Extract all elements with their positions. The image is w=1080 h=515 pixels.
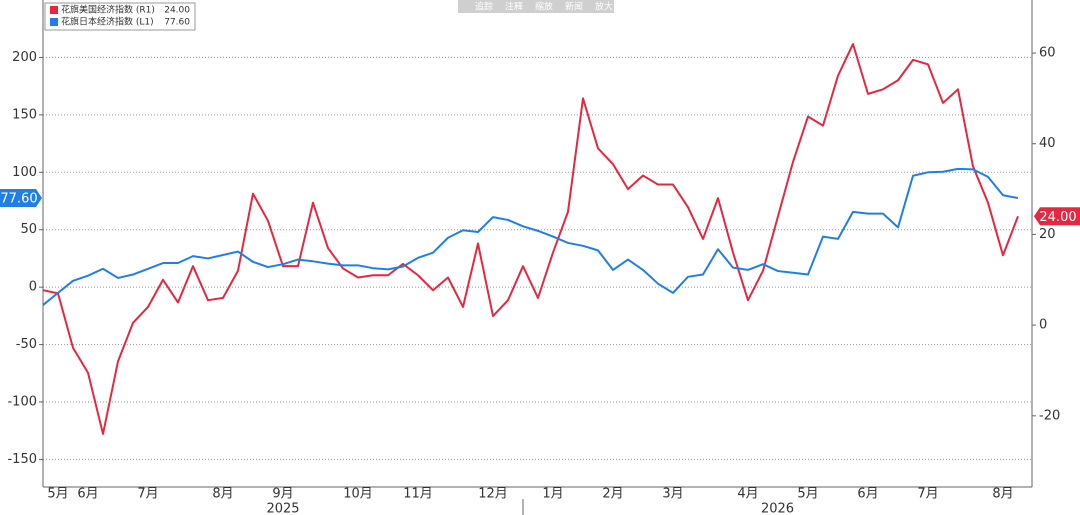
y-tick-label: 0	[29, 280, 37, 295]
legend: 花旗美国经济指数 (R1) 24.00 花旗日本经济指数 (L1) 77.60	[50, 4, 190, 28]
legend-swatch	[50, 18, 58, 26]
y2-tick-label: 40	[1039, 136, 1056, 151]
x-tick-label: 1月	[542, 487, 563, 502]
axes: -150 -100 -50 0 50 100 150 200 -20 0 20 40 60 5月 6月 7月 8…	[7, 0, 1060, 515]
legend-value: 24.00	[164, 6, 190, 16]
y2-tick-label: 60	[1039, 46, 1056, 61]
y-tick-label: -50	[16, 337, 37, 352]
legend-value: 77.60	[164, 18, 190, 28]
y-tick-label: 150	[12, 107, 37, 122]
x-tick-label: 2月	[602, 487, 623, 502]
value-tag-label: 24.00	[1039, 210, 1076, 225]
year-label: 2026	[761, 502, 794, 515]
x-tick-label: 3月	[662, 487, 683, 502]
x-tick-label: 9月	[272, 487, 293, 502]
toolbar-button[interactable]: 放大	[595, 1, 613, 13]
value-tag	[0, 189, 42, 208]
y-tick-label: 200	[12, 50, 37, 65]
legend-box	[44, 2, 196, 31]
series-line	[42, 42, 1019, 435]
y-tick-label: 50	[20, 222, 37, 237]
x-tick-label: 12月	[478, 487, 508, 502]
y2-tick-label: 0	[1039, 318, 1047, 333]
y2-tick-label: 20	[1039, 227, 1056, 242]
legend-label: 花旗美国经济指数 (R1)	[61, 4, 155, 16]
x-tick-label: 5月	[797, 487, 818, 502]
legend-label: 花旗日本经济指数 (L1)	[61, 16, 154, 28]
legend-swatch	[50, 6, 58, 14]
y-tick-label: -100	[7, 395, 37, 410]
x-tick-label: 10月	[343, 487, 373, 502]
toolbar-items: 追踪 注释 缩放 新闻 放大	[475, 1, 613, 13]
x-tick-label: 4月	[737, 487, 758, 502]
toolbar	[458, 0, 614, 13]
toolbar-button[interactable]: 缩放	[535, 1, 553, 13]
toolbar-button[interactable]: 追踪	[475, 1, 493, 13]
y-tick-label: 100	[12, 165, 37, 180]
y2-tick-label: -20	[1039, 408, 1060, 423]
x-tick-label: 5月	[47, 487, 68, 502]
x-tick-label: 8月	[212, 487, 233, 502]
toolbar-button[interactable]: 新闻	[565, 1, 583, 13]
series-line	[42, 167, 1019, 306]
x-tick-label: 11月	[403, 487, 433, 502]
x-tick-label: 7月	[917, 487, 938, 502]
plot	[42, 42, 1019, 435]
value-tag	[1034, 207, 1080, 226]
value-tag-label: 77.60	[0, 192, 37, 207]
year-label: 2025	[266, 502, 299, 515]
toolbar-button[interactable]: 注释	[505, 1, 523, 13]
y-tick-label: -150	[7, 452, 37, 467]
x-tick-label: 6月	[77, 487, 98, 502]
x-tick-label: 6月	[857, 487, 878, 502]
x-tick-label: 7月	[137, 487, 158, 502]
x-tick-label: 8月	[992, 487, 1013, 502]
